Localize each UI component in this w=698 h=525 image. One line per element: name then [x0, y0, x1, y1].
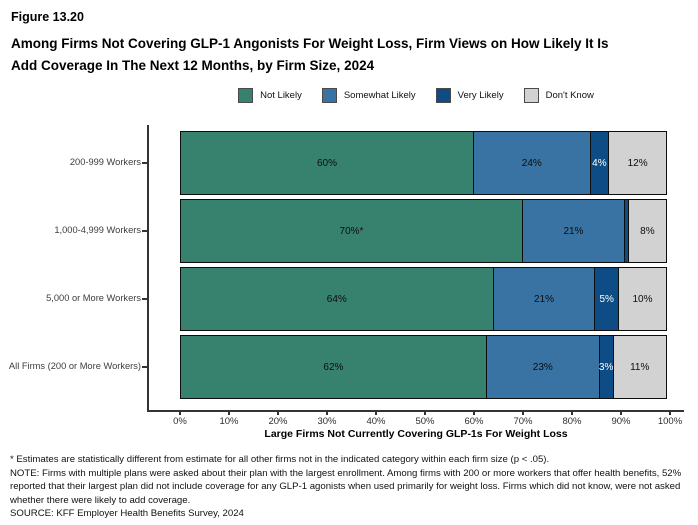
legend-label: Somewhat Likely: [343, 89, 416, 101]
legend-item: Somewhat Likely: [321, 87, 416, 103]
footnote-note: NOTE: Firms with multiple plans were ask…: [10, 467, 682, 506]
bar-segment-label: 64%: [326, 293, 347, 305]
x-tick: [669, 411, 671, 415]
x-tick: [179, 411, 181, 415]
x-tick: [620, 411, 622, 415]
y-tick: [142, 366, 147, 368]
bar-segment-label: 23%: [532, 361, 553, 373]
bar-row: 64% 21% 5% 10%: [180, 267, 670, 331]
bar-segment-label: 8%: [640, 225, 655, 237]
bar-segment: 4%: [589, 131, 610, 195]
x-tick: [228, 411, 230, 415]
y-tick: [142, 162, 147, 164]
bar-segment-label: 24%: [521, 157, 542, 169]
bar-segment: 70%*: [180, 199, 523, 263]
bar-segment-label: 62%: [323, 361, 344, 373]
bar-segment: 5%: [594, 267, 619, 331]
x-tick-label: 0%: [173, 416, 187, 427]
x-tick-label: 100%: [657, 416, 683, 427]
bar-segment: 62%: [180, 335, 487, 399]
bar-segment: 10%: [617, 267, 667, 331]
bar-segment: 24%: [473, 131, 591, 195]
y-tick: [142, 298, 147, 300]
legend-label: Very Likely: [457, 89, 504, 101]
bar-segment: 11%: [612, 335, 667, 399]
legend-item: Don't Know: [523, 87, 594, 103]
x-tick: [473, 411, 475, 415]
bar-segment-label: 21%: [534, 293, 555, 305]
bar-segment-label: 10%: [632, 293, 653, 305]
chart-title-line-1: Among Firms Not Covering GLP-1 Angonists…: [11, 36, 609, 51]
legend-swatch: [321, 87, 337, 103]
bar-segment: 60%: [180, 131, 474, 195]
x-tick-label: 70%: [513, 416, 533, 427]
bar-segment-label: 21%: [563, 225, 584, 237]
x-tick-label: 30%: [317, 416, 337, 427]
footnotes: * Estimates are statistically different …: [10, 453, 688, 521]
chart-header: Figure 13.20 Among Firms Not Covering GL…: [11, 10, 691, 77]
category-label: All Firms (200 or More Workers): [8, 361, 141, 371]
category-label: 200-999 Workers: [69, 157, 141, 167]
bar-segment-label: 5%: [599, 293, 614, 305]
x-tick: [424, 411, 426, 415]
bar-segment: 21%: [492, 267, 596, 331]
x-tick-label: 40%: [366, 416, 386, 427]
bar-segment-label: 4%: [592, 157, 607, 169]
chart-title-line-2: Add Coverage In The Next 12 Months, by F…: [11, 58, 375, 73]
figure-label: Figure 13.20: [11, 10, 84, 24]
legend-swatch: [523, 87, 539, 103]
x-tick: [571, 411, 573, 415]
x-tick-label: 50%: [415, 416, 435, 427]
x-tick: [522, 411, 524, 415]
x-tick: [375, 411, 377, 415]
x-tick-label: 10%: [219, 416, 239, 427]
bar-segment: 3%: [598, 335, 614, 399]
y-axis-line: [147, 125, 149, 411]
y-tick: [142, 230, 147, 232]
legend-swatch: [435, 87, 451, 103]
bar-segment: 23%: [485, 335, 600, 399]
bar-segment-label: 11%: [630, 361, 650, 373]
legend-label: Don't Know: [545, 89, 594, 101]
x-tick-label: 60%: [464, 416, 484, 427]
x-tick-label: 90%: [611, 416, 631, 427]
bar-segment: 12%: [608, 131, 667, 195]
x-tick: [326, 411, 328, 415]
bar-segment-label: 70%*: [339, 225, 364, 237]
x-tick-label: 80%: [562, 416, 582, 427]
bar-segment-label: 60%: [316, 157, 337, 169]
bar-row: 70%* 21% 8%: [180, 199, 670, 263]
bar-row: 62% 23% 3% 11%: [180, 335, 670, 399]
legend-item: Very Likely: [435, 87, 504, 103]
bar-segment-label: 12%: [627, 157, 648, 169]
bar-row: 60% 24% 4% 12%: [180, 131, 670, 195]
category-label: 1,000-4,999 Workers: [54, 225, 141, 235]
x-axis-line: [147, 410, 684, 412]
footnote-asterisk: * Estimates are statistically different …: [10, 454, 550, 465]
x-tick-label: 20%: [268, 416, 288, 427]
bar-segment: 21%: [522, 199, 625, 263]
bar-segment: 64%: [180, 267, 494, 331]
bar-segment-label: 3%: [598, 361, 614, 373]
bar-segment: 8%: [627, 199, 667, 263]
legend-label: Not Likely: [260, 89, 302, 101]
x-tick: [277, 411, 279, 415]
legend: Not Likely Somewhat Likely Very Likely Don'…: [148, 86, 684, 104]
legend-item: Not Likely: [238, 87, 302, 103]
footnote-source: SOURCE: KFF Employer Health Benefits Sur…: [10, 508, 244, 520]
category-label: 5,000 or More Workers: [46, 293, 141, 303]
legend-swatch: [238, 87, 254, 103]
x-axis-title: Large Firms Not Currently Covering GLP-1…: [264, 428, 568, 440]
